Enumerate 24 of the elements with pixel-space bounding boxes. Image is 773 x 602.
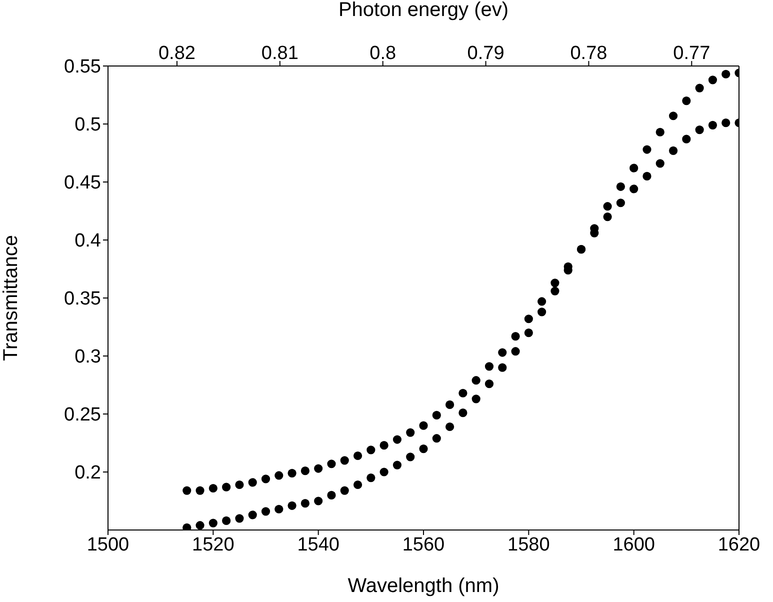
y-tick-label: 0.35 <box>64 288 101 310</box>
x-tick-label: 1520 <box>192 534 234 556</box>
y-tick-label: 0.4 <box>74 230 102 252</box>
x2-tick-label: 0.8 <box>370 43 396 64</box>
y-tick-label: 0.2 <box>74 462 101 484</box>
y-tick-label: 0.55 <box>64 56 101 78</box>
x-axis-title: Wavelength (nm) <box>348 575 500 597</box>
x2-tick-label: 0.79 <box>467 43 504 64</box>
x-tick-label: 1500 <box>86 534 130 556</box>
x2-axis-title: Photon energy (ev) <box>338 0 509 22</box>
x-tick-label: 1540 <box>297 534 340 556</box>
x2-tick-label: 0.81 <box>261 43 298 64</box>
x-tick-label: 1620 <box>718 534 760 556</box>
x-tick-label: 1600 <box>612 534 655 556</box>
x2-tick-label: 0.78 <box>570 43 608 64</box>
x-tick-label: 1580 <box>508 534 550 556</box>
x2-tick-label: 0.77 <box>673 43 710 64</box>
y-tick-label: 0.5 <box>74 114 101 136</box>
x2-tick-label: 0.82 <box>158 43 196 64</box>
y-tick-label: 0.25 <box>64 404 101 426</box>
y-tick-label: 0.45 <box>64 172 101 194</box>
x-tick-label: 1560 <box>402 534 445 556</box>
y-tick-label: 0.3 <box>74 346 101 368</box>
y-axis-title: Transmittance <box>0 235 22 361</box>
